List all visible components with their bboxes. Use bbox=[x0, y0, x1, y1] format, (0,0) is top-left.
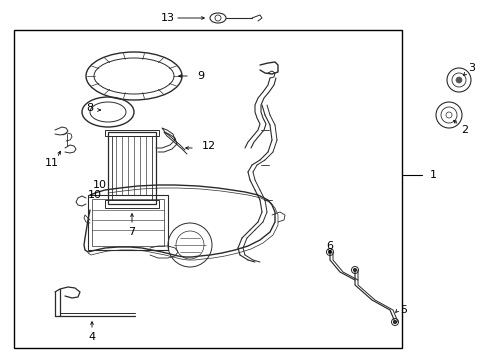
Text: 9: 9 bbox=[197, 71, 204, 81]
Text: 13: 13 bbox=[161, 13, 175, 23]
Text: 12: 12 bbox=[202, 141, 216, 151]
Text: 10: 10 bbox=[88, 190, 102, 200]
Text: 10: 10 bbox=[93, 180, 107, 190]
Bar bbox=[14, 30, 402, 348]
Bar bbox=[105, 130, 159, 136]
Text: 3: 3 bbox=[468, 63, 475, 73]
Circle shape bbox=[456, 77, 462, 83]
Circle shape bbox=[393, 320, 396, 324]
Circle shape bbox=[353, 269, 357, 271]
Text: 7: 7 bbox=[128, 227, 136, 237]
Bar bbox=[105, 200, 159, 208]
Circle shape bbox=[328, 251, 332, 253]
Text: 11: 11 bbox=[45, 158, 59, 168]
Text: 4: 4 bbox=[88, 332, 96, 342]
Text: 2: 2 bbox=[462, 125, 468, 135]
Bar bbox=[108, 132, 156, 204]
Text: 8: 8 bbox=[86, 103, 93, 113]
Text: 1: 1 bbox=[430, 170, 437, 180]
Text: 5: 5 bbox=[400, 305, 407, 315]
Bar bbox=[92, 199, 164, 246]
Bar bbox=[112, 136, 152, 200]
Bar bbox=[88, 195, 168, 250]
Text: 6: 6 bbox=[326, 241, 334, 251]
